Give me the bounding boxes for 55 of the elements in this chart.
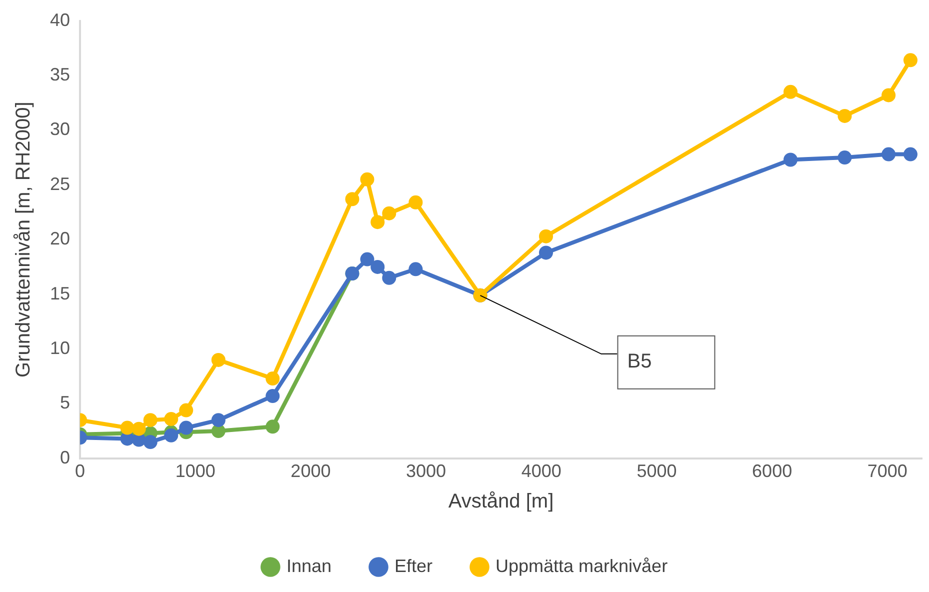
point xyxy=(179,403,194,418)
point xyxy=(266,372,280,386)
legend-label: Efter xyxy=(394,556,432,576)
x-tick-label: 4000 xyxy=(521,461,562,482)
x-tick-label: 7000 xyxy=(867,461,908,482)
point xyxy=(784,152,798,167)
point xyxy=(370,260,385,274)
point xyxy=(179,420,194,435)
point xyxy=(838,108,852,123)
point xyxy=(408,262,423,276)
point xyxy=(211,413,226,428)
x-tick-label: 0 xyxy=(75,461,86,482)
x-tick-label: 2000 xyxy=(290,461,331,482)
point xyxy=(784,84,798,99)
point xyxy=(382,206,396,220)
y-tick-label: 35 xyxy=(50,64,70,84)
point xyxy=(211,352,226,367)
y-tick-label: 40 xyxy=(50,10,70,30)
x-tick-label: 1000 xyxy=(175,461,216,482)
x-tick-label: 3000 xyxy=(406,461,446,482)
point xyxy=(903,147,918,162)
point xyxy=(164,412,178,426)
point xyxy=(143,413,158,428)
point xyxy=(164,428,178,442)
y-tick-label: 0 xyxy=(60,447,70,468)
y-tick-label: 20 xyxy=(50,228,70,249)
point xyxy=(882,147,896,162)
point xyxy=(360,172,374,186)
annotation: B5 xyxy=(627,350,652,372)
legend-label: Uppmätta marknivåer xyxy=(495,556,668,576)
point xyxy=(132,422,146,436)
point xyxy=(838,150,852,165)
point xyxy=(538,246,553,260)
point xyxy=(143,434,158,449)
point xyxy=(538,229,553,244)
x-axis-title: Avstånd [m] xyxy=(448,490,554,513)
y-tick-label: 5 xyxy=(60,392,70,413)
point xyxy=(266,420,280,434)
y-axis-title: Grundvattennivån [m, RH2000] xyxy=(12,102,35,378)
y-tick-label: 30 xyxy=(50,119,70,140)
x-tick-label: 5000 xyxy=(636,461,677,482)
point xyxy=(370,215,385,230)
point xyxy=(360,252,374,266)
point xyxy=(345,192,360,206)
legend-label: Innan xyxy=(286,556,332,576)
point xyxy=(382,270,396,285)
y-tick-label: 25 xyxy=(50,174,70,194)
x-tick-label: 6000 xyxy=(752,461,792,482)
y-tick-label: 15 xyxy=(50,283,70,304)
y-tick-label: 10 xyxy=(50,338,70,358)
point xyxy=(266,389,280,404)
point xyxy=(408,195,423,210)
point xyxy=(882,88,896,102)
point xyxy=(120,420,134,435)
point xyxy=(903,53,918,68)
